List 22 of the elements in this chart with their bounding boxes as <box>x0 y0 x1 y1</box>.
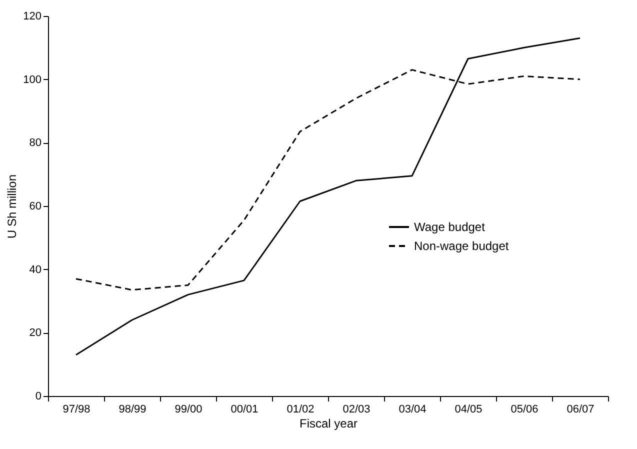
y-axis-title: U Sh million <box>5 174 20 239</box>
x-tick-label: 03/04 <box>398 404 426 416</box>
x-tick-label: 01/02 <box>286 404 314 416</box>
y-tick-label: 100 <box>23 74 42 86</box>
x-tick-label: 99/00 <box>174 404 202 416</box>
x-tick-label: 98/99 <box>118 404 146 416</box>
legend-label: Non-wage budget <box>414 239 510 253</box>
y-tick-label: 80 <box>29 137 42 150</box>
y-tick-label: 60 <box>29 200 42 212</box>
x-tick-label: 00/01 <box>230 404 258 416</box>
line-series <box>75 37 581 356</box>
y-tick-label: 120 <box>23 10 42 22</box>
y-tick-label: 40 <box>29 264 42 276</box>
y-tick-label: 20 <box>29 327 42 340</box>
x-tick-label: 97/98 <box>62 404 90 416</box>
x-tick-label: 06/07 <box>566 404 594 416</box>
x-tick-label: 02/03 <box>342 404 370 416</box>
y-tick-label: 0 <box>35 390 42 402</box>
x-axis-title: Fiscal year <box>299 416 358 430</box>
x-tick-label: 05/06 <box>510 404 538 416</box>
legend-label: Wage budget <box>414 220 486 234</box>
x-tick-label: 04/05 <box>454 404 482 416</box>
